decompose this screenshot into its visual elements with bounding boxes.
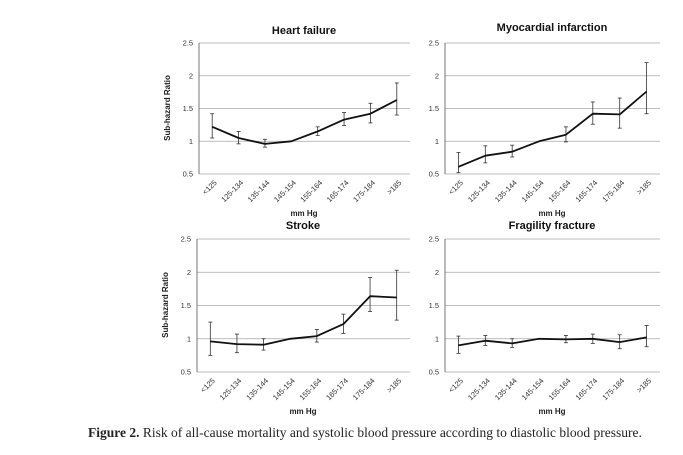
- x-tick-label: 145-154: [272, 178, 298, 204]
- panel-stroke: Stroke Sub-hazard Ratio mm Hg 0.5 1 1.5 2 2.…: [161, 220, 410, 416]
- y-tick-label: 0.5: [181, 368, 191, 377]
- x-tick-label: 165-174: [574, 376, 600, 402]
- y-axis-label: Sub-hazard Ratio: [161, 272, 170, 338]
- series-line: [211, 99, 398, 145]
- x-tick-label: 145-154: [520, 376, 546, 402]
- y-tick-label: 2.5: [181, 235, 191, 244]
- x-tick-label: 135-144: [244, 376, 270, 402]
- x-tick-label: 165-174: [324, 376, 350, 402]
- x-tick-label: >185: [385, 178, 403, 196]
- y-tick-label: 1: [187, 334, 191, 343]
- panel-heart-failure: Heart failure Sub-hazard Ratio mm Hg 0.5…: [163, 25, 410, 218]
- x-tick-label: 175-184: [351, 376, 377, 402]
- x-tick-label: 175-184: [600, 178, 626, 204]
- y-tick-label: 2.5: [183, 39, 193, 48]
- y-tick-label: 1: [435, 334, 439, 343]
- figure-caption: Figure 2. Risk of all-cause mortality an…: [88, 425, 678, 441]
- y-tick-label: 1.5: [429, 301, 439, 310]
- y-tick-label: 1: [435, 137, 439, 146]
- x-tick-label: <125: [200, 178, 218, 196]
- x-tick-label: 175-184: [600, 376, 626, 402]
- x-tick-label: <125: [447, 178, 465, 196]
- x-axis-label: mm Hg: [289, 407, 316, 416]
- x-axis-label: mm Hg: [538, 209, 565, 218]
- x-tick-label: 165-174: [574, 178, 600, 204]
- x-tick-label: 125-134: [466, 376, 492, 402]
- y-tick-label: 2: [187, 268, 191, 277]
- series-line: [458, 90, 648, 168]
- x-tick-label: 175-184: [351, 178, 377, 204]
- x-tick-label: <125: [199, 376, 217, 394]
- caption-text: Risk of all-cause mortality and systolic…: [139, 425, 642, 440]
- y-tick-label: 1: [189, 137, 193, 146]
- x-tick-label: 125-134: [218, 376, 244, 402]
- x-tick-label: 135-144: [246, 178, 272, 204]
- series-line: [210, 295, 397, 346]
- series-line: [458, 336, 647, 347]
- panel-title: Stroke: [286, 220, 320, 232]
- panel-title: Heart failure: [272, 25, 336, 37]
- y-tick-label: 2: [435, 71, 439, 80]
- y-tick-label: 1.5: [181, 301, 191, 310]
- x-tick-label: <125: [447, 376, 465, 394]
- panel-title: Fragility fracture: [509, 220, 596, 232]
- x-tick-label: 155-164: [547, 376, 573, 402]
- x-axis-label: mm Hg: [290, 209, 317, 218]
- y-tick-label: 0.5: [429, 368, 439, 377]
- x-tick-label: >185: [635, 376, 653, 394]
- panel-title: Myocardial infarction: [497, 22, 608, 34]
- y-tick-label: 2.5: [429, 39, 439, 48]
- x-axis-label: mm Hg: [538, 407, 565, 416]
- x-tick-label: 145-154: [520, 178, 546, 204]
- panel-myocardial-infarction: Myocardial infarction mm Hg 0.5 1 1.5 2 2.5 <…: [429, 22, 660, 218]
- y-axis-label: Sub-hazard Ratio: [163, 75, 172, 141]
- panel-fragility-fracture: Fragility fracture mm Hg 0.5 1 1.5 2 2.5 <125…: [429, 220, 660, 416]
- y-tick-label: 0.5: [429, 170, 439, 179]
- x-tick-label: 155-164: [298, 376, 324, 402]
- y-tick-label: 1.5: [183, 104, 193, 113]
- y-tick-label: 2: [189, 71, 193, 80]
- x-tick-label: 145-154: [271, 376, 297, 402]
- x-tick-label: 125-134: [219, 178, 245, 204]
- x-tick-label: 155-164: [547, 178, 573, 204]
- x-tick-label: 155-164: [298, 178, 324, 204]
- x-tick-label: 135-144: [493, 376, 519, 402]
- caption-label: Figure 2.: [88, 425, 140, 440]
- x-tick-label: 135-144: [493, 178, 519, 204]
- x-tick-label: 125-134: [466, 178, 492, 204]
- x-tick-label: >185: [385, 376, 403, 394]
- y-tick-label: 2: [435, 268, 439, 277]
- y-tick-label: 1.5: [429, 104, 439, 113]
- x-tick-label: 165-174: [325, 178, 351, 204]
- y-tick-label: 2.5: [429, 235, 439, 244]
- y-tick-label: 0.5: [183, 170, 193, 179]
- x-tick-label: >185: [635, 178, 653, 196]
